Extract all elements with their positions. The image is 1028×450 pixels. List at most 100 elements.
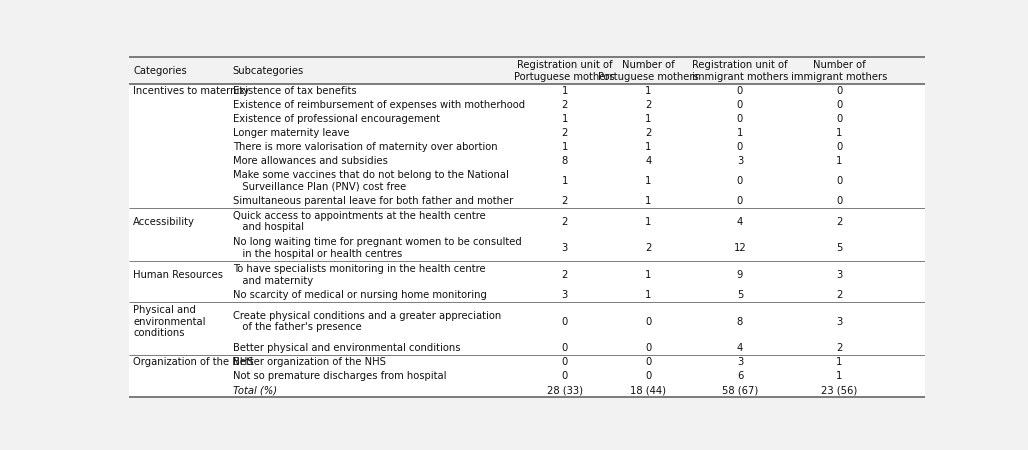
Text: 3: 3 — [837, 270, 843, 280]
Text: 3: 3 — [561, 290, 567, 300]
Text: 8: 8 — [561, 156, 567, 166]
Text: 0: 0 — [646, 371, 652, 381]
Bar — [128, 355, 925, 369]
Text: 1: 1 — [561, 114, 567, 124]
Text: 6: 6 — [737, 371, 743, 381]
Text: 1: 1 — [646, 114, 652, 124]
Text: 2: 2 — [561, 100, 567, 110]
Text: 2: 2 — [837, 216, 843, 227]
Text: Simultaneous parental leave for both father and mother: Simultaneous parental leave for both fat… — [233, 196, 513, 207]
Text: Existence of reimbursement of expenses with motherhood: Existence of reimbursement of expenses w… — [233, 100, 525, 110]
Text: Organization of the NHS: Organization of the NHS — [134, 357, 254, 367]
Text: 0: 0 — [837, 142, 843, 152]
Text: 0: 0 — [737, 100, 743, 110]
Bar — [128, 261, 925, 288]
Text: Longer maternity leave: Longer maternity leave — [233, 128, 350, 138]
Bar — [128, 140, 925, 154]
Text: 2: 2 — [561, 196, 567, 207]
Text: Registration unit of
immigrant mothers: Registration unit of immigrant mothers — [692, 60, 788, 81]
Text: Physical and
environmental
conditions: Physical and environmental conditions — [134, 305, 206, 338]
Text: 0: 0 — [561, 316, 567, 327]
Text: 58 (67): 58 (67) — [722, 385, 758, 395]
Bar — [128, 98, 925, 112]
Text: Make some vaccines that do not belong to the National
   Surveillance Plan (PNV): Make some vaccines that do not belong to… — [233, 171, 509, 192]
Text: 0: 0 — [737, 114, 743, 124]
Bar — [128, 235, 925, 261]
Bar — [128, 168, 925, 194]
Text: Subcategories: Subcategories — [233, 66, 304, 76]
Text: Existence of professional encouragement: Existence of professional encouragement — [233, 114, 440, 124]
Text: 0: 0 — [737, 176, 743, 186]
Text: 0: 0 — [646, 343, 652, 353]
Bar — [128, 288, 925, 302]
Text: 1: 1 — [737, 128, 743, 138]
Text: 0: 0 — [737, 142, 743, 152]
Text: 5: 5 — [837, 243, 843, 253]
Text: 2: 2 — [646, 243, 652, 253]
Text: Registration unit of
Portuguese mothers: Registration unit of Portuguese mothers — [514, 60, 615, 81]
Text: 3: 3 — [561, 243, 567, 253]
Text: Incentives to maternity: Incentives to maternity — [134, 86, 250, 96]
Text: 0: 0 — [837, 196, 843, 207]
Text: Accessibility: Accessibility — [134, 216, 195, 227]
Text: 9: 9 — [737, 270, 743, 280]
Text: Number of
immigrant mothers: Number of immigrant mothers — [792, 60, 888, 81]
Text: 28 (33): 28 (33) — [547, 385, 583, 395]
Text: 1: 1 — [837, 156, 843, 166]
Text: 1: 1 — [646, 142, 652, 152]
Bar — [128, 154, 925, 168]
Bar — [128, 208, 925, 235]
Text: 2: 2 — [561, 270, 567, 280]
Text: 2: 2 — [646, 128, 652, 138]
Text: 0: 0 — [646, 357, 652, 367]
Text: 0: 0 — [837, 100, 843, 110]
Text: 4: 4 — [737, 216, 743, 227]
Text: 3: 3 — [737, 156, 743, 166]
Bar — [128, 194, 925, 208]
Text: 2: 2 — [561, 128, 567, 138]
Bar — [128, 341, 925, 355]
Bar — [128, 112, 925, 126]
Text: 1: 1 — [837, 357, 843, 367]
Text: 0: 0 — [646, 316, 652, 327]
Bar — [128, 126, 925, 140]
Text: 0: 0 — [561, 343, 567, 353]
Text: 23 (56): 23 (56) — [821, 385, 857, 395]
Text: 1: 1 — [561, 86, 567, 96]
Bar — [128, 302, 925, 341]
Text: To have specialists monitoring in the health centre
   and maternity: To have specialists monitoring in the he… — [233, 264, 485, 286]
Text: 3: 3 — [737, 357, 743, 367]
Text: Existence of tax benefits: Existence of tax benefits — [233, 86, 357, 96]
Text: 1: 1 — [646, 290, 652, 300]
Text: 2: 2 — [837, 290, 843, 300]
Text: 0: 0 — [837, 176, 843, 186]
Text: 1: 1 — [837, 128, 843, 138]
Text: No long waiting time for pregnant women to be consulted
   in the hospital or he: No long waiting time for pregnant women … — [233, 238, 521, 259]
Text: There is more valorisation of maternity over abortion: There is more valorisation of maternity … — [233, 142, 498, 152]
Text: 3: 3 — [837, 316, 843, 327]
Text: 0: 0 — [837, 86, 843, 96]
Text: Not so premature discharges from hospital: Not so premature discharges from hospita… — [233, 371, 446, 381]
Text: 1: 1 — [561, 142, 567, 152]
Text: 2: 2 — [837, 343, 843, 353]
Text: 2: 2 — [646, 100, 652, 110]
Text: 2: 2 — [561, 216, 567, 227]
Text: 0: 0 — [561, 357, 567, 367]
Text: 1: 1 — [561, 176, 567, 186]
Text: Better organization of the NHS: Better organization of the NHS — [233, 357, 386, 367]
Text: Human Resources: Human Resources — [134, 270, 223, 280]
Text: 0: 0 — [561, 371, 567, 381]
Text: Better physical and environmental conditions: Better physical and environmental condit… — [233, 343, 461, 353]
Text: More allowances and subsidies: More allowances and subsidies — [233, 156, 388, 166]
Text: 1: 1 — [646, 86, 652, 96]
Text: No scarcity of medical or nursing home monitoring: No scarcity of medical or nursing home m… — [233, 290, 486, 300]
Text: Quick access to appointments at the health centre
   and hospital: Quick access to appointments at the heal… — [233, 211, 485, 233]
Text: Categories: Categories — [134, 66, 187, 76]
Text: 0: 0 — [837, 114, 843, 124]
Text: 12: 12 — [734, 243, 746, 253]
Text: Total (%): Total (%) — [233, 385, 277, 395]
Bar — [128, 58, 925, 84]
Text: 1: 1 — [646, 176, 652, 186]
Text: 1: 1 — [646, 196, 652, 207]
Bar — [128, 383, 925, 397]
